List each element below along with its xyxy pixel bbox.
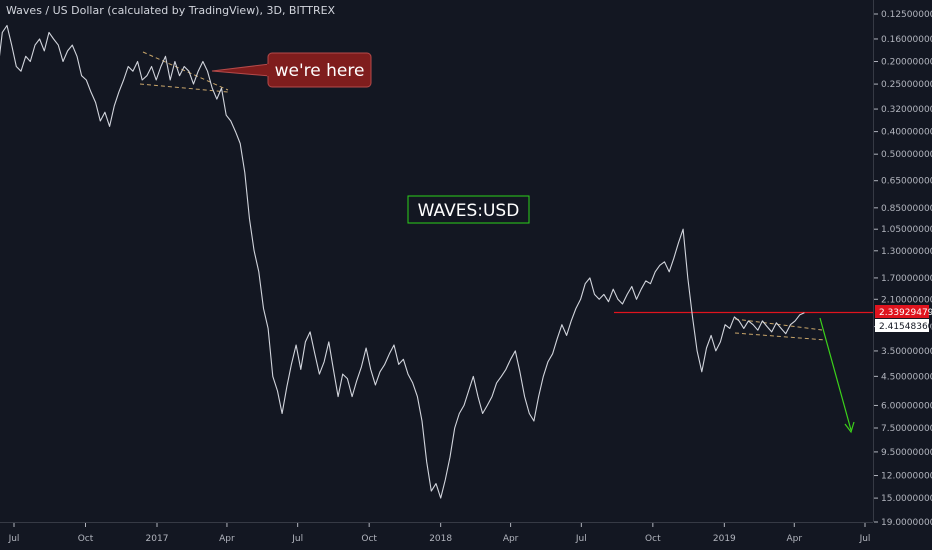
y-tick-label: 7.50000000: [881, 424, 932, 434]
price-label-white-text: 2.41548360: [879, 322, 932, 332]
x-tick-label: 2018: [429, 534, 452, 544]
price-label-white: 2.41548360: [875, 319, 932, 332]
x-tick-label: Jul: [859, 534, 871, 544]
y-tick-label: 3.50000000: [881, 347, 932, 357]
projection-arrow: [819, 317, 855, 434]
y-tick-label: 15.0000000: [881, 494, 932, 504]
y-tick-label: 2.10000000: [881, 295, 932, 305]
y-tick-label: 0.12500000: [881, 10, 932, 20]
y-tick-label: 1.05000000: [881, 225, 932, 235]
y-tick-label: 0.32000000: [881, 105, 932, 115]
x-tick-label: Apr: [219, 534, 235, 544]
trendline-lower-2017: [139, 83, 229, 93]
x-axis: Jul Oct 2017 Apr Jul Oct 2018 Apr Jul Oct 2019 Apr J…: [8, 523, 871, 544]
chart-title: Waves / US Dollar (calculated by Trading…: [6, 4, 336, 17]
x-tick-label: Jul: [8, 534, 20, 544]
symbol-label[interactable]: WAVES:USD: [407, 195, 530, 224]
x-tick-label: Jul: [291, 534, 303, 544]
x-tick-label: Oct: [78, 534, 94, 544]
price-series-line: [0, 24, 805, 499]
x-tick-label: Apr: [503, 534, 519, 544]
x-tick-label: Oct: [361, 534, 377, 544]
y-tick-label: 0.16000000: [881, 35, 932, 45]
y-tick-label: 0.85000000: [881, 204, 932, 214]
y-tick-label: 19.0000000: [881, 518, 932, 528]
y-tick-label: 0.40000000: [881, 128, 932, 138]
price-label-red-text: 2.33929479: [879, 308, 932, 318]
y-tick-label: 0.25000000: [881, 80, 932, 90]
y-tick-label: 1.70000000: [881, 274, 932, 284]
x-tick-label: 2017: [146, 534, 169, 544]
trendline-upper-2017: [142, 51, 229, 91]
y-tick-label: 4.50000000: [881, 372, 932, 382]
y-tick-label: 0.20000000: [881, 58, 932, 68]
callout-pointer: [211, 63, 271, 77]
y-tick-label: 1.30000000: [881, 247, 932, 257]
trendline-lower-2019: [734, 332, 827, 341]
y-axis: 0.12500000 0.16000000 0.20000000 0.25000000…: [874, 10, 932, 528]
y-tick-label: 12.0000000: [881, 472, 932, 482]
x-tick-label: Apr: [786, 534, 802, 544]
y-tick-label: 0.65000000: [881, 177, 932, 187]
price-label-red: 2.33929479: [875, 305, 932, 318]
y-tick-label: 9.50000000: [881, 448, 932, 458]
callout-text: we're here: [275, 61, 365, 81]
y-tick-label: 6.00000000: [881, 401, 932, 411]
symbol-text: WAVES:USD: [418, 201, 520, 221]
symbol-box: [407, 195, 530, 224]
x-tick-label: 2019: [713, 534, 736, 544]
y-tick-label: 0.50000000: [881, 150, 932, 160]
x-tick-label: Oct: [645, 534, 661, 544]
callout-annotation[interactable]: we're here: [211, 52, 372, 88]
x-tick-label: Jul: [575, 534, 587, 544]
